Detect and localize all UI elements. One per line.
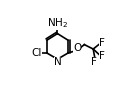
Text: F: F xyxy=(99,51,105,61)
Text: NH$_2$: NH$_2$ xyxy=(47,16,68,30)
Text: O: O xyxy=(73,43,82,53)
Text: F: F xyxy=(99,38,105,48)
Text: N: N xyxy=(54,57,61,67)
Text: Cl: Cl xyxy=(32,48,42,58)
Text: F: F xyxy=(91,57,97,67)
